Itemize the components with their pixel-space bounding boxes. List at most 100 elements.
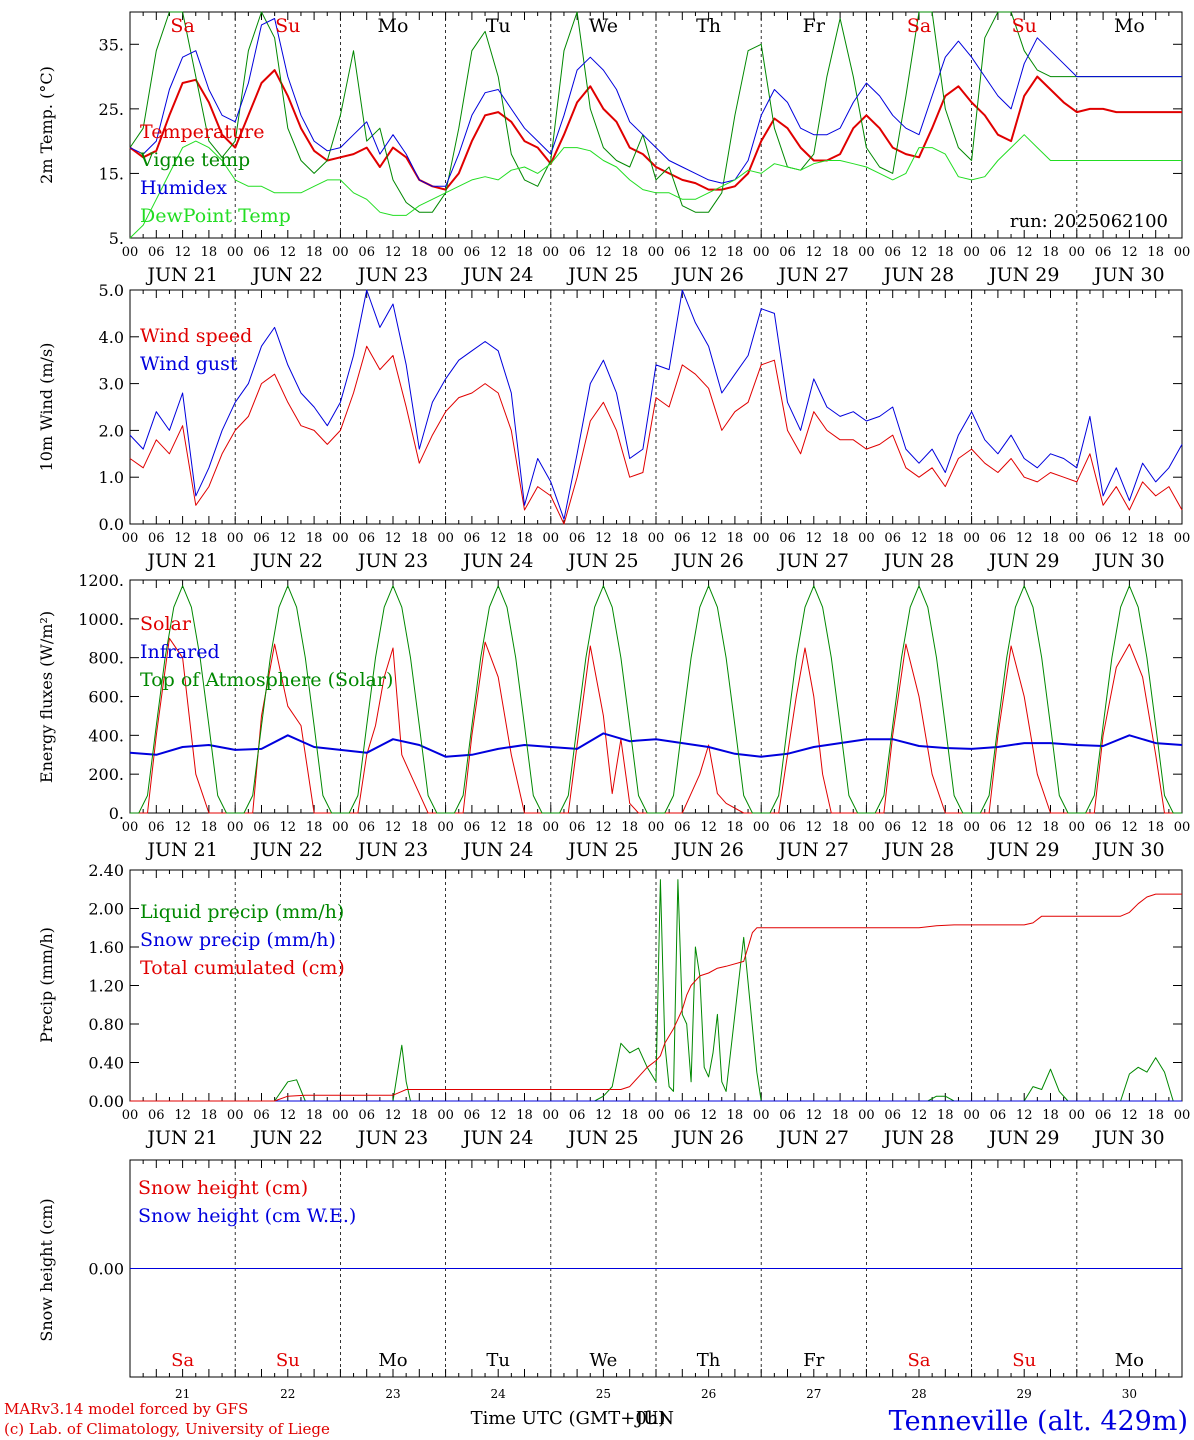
hour-label: 00 <box>437 1108 454 1123</box>
hour-label: 18 <box>1042 531 1059 546</box>
weekday-label-bottom: Mo <box>378 1350 407 1371</box>
location-label: Tenneville (alt. 429m) <box>889 1406 1188 1437</box>
day-number-label: 25 <box>596 1387 611 1401</box>
hour-label: 06 <box>990 531 1007 546</box>
y-axis-label: 10m Wind (m/s) <box>37 343 56 472</box>
hour-label: 18 <box>306 820 323 835</box>
hour-label: 12 <box>1016 531 1033 546</box>
hour-label: 12 <box>490 245 507 260</box>
hour-label: 00 <box>858 531 875 546</box>
series-line-temperature <box>129 69 1182 191</box>
weekday-label-top: Sa <box>170 15 194 37</box>
hour-label: 18 <box>516 1108 533 1123</box>
hour-label: 00 <box>1174 245 1191 260</box>
hour-label: 18 <box>832 245 849 260</box>
series-line-infrared <box>129 732 1183 758</box>
hour-label: 00 <box>332 531 349 546</box>
date-label: JUN 24 <box>461 264 533 286</box>
day-number-label: 21 <box>175 1387 190 1401</box>
date-label: JUN 22 <box>251 550 323 572</box>
hour-label: 06 <box>884 245 901 260</box>
hour-label: 18 <box>411 820 428 835</box>
hour-label: 12 <box>700 1108 717 1123</box>
y-tick-label: 3.0 <box>99 375 124 394</box>
y-tick-label: 0. <box>109 804 124 823</box>
hour-label: 12 <box>1016 1108 1033 1123</box>
y-tick-label: 5.0 <box>99 281 124 300</box>
hour-label: 00 <box>753 1108 770 1123</box>
hour-label: 00 <box>332 1108 349 1123</box>
hour-label: 18 <box>1042 820 1059 835</box>
hour-label: 12 <box>595 820 612 835</box>
date-label: JUN 28 <box>882 264 954 286</box>
hour-label: 12 <box>385 820 402 835</box>
hour-label: 06 <box>253 820 270 835</box>
hour-label: 00 <box>437 245 454 260</box>
hour-label: 12 <box>174 531 191 546</box>
hour-label: 00 <box>1174 820 1191 835</box>
weekday-label-top: Tu <box>486 15 511 37</box>
legend-entry: Snow height (cm) <box>138 1177 308 1199</box>
hour-label: 18 <box>621 820 638 835</box>
date-label: JUN 29 <box>987 839 1059 861</box>
day-number-label: 27 <box>806 1387 821 1401</box>
y-tick-label: 800. <box>88 649 124 668</box>
hour-label: 06 <box>990 245 1007 260</box>
hour-label: 18 <box>937 245 954 260</box>
legend-entry: Vigne temp <box>139 149 250 171</box>
date-label: JUN 30 <box>1092 550 1164 572</box>
date-label: JUN 28 <box>882 550 954 572</box>
hour-label: 18 <box>516 820 533 835</box>
day-number-label: 28 <box>911 1387 926 1401</box>
hour-label: 12 <box>806 1108 823 1123</box>
date-label: JUN 21 <box>145 1127 217 1149</box>
hour-label: 06 <box>569 820 586 835</box>
hour-label: 00 <box>1174 531 1191 546</box>
date-label: JUN 25 <box>566 839 638 861</box>
hour-label: 06 <box>148 245 165 260</box>
hour-label: 18 <box>306 531 323 546</box>
day-number-label: 22 <box>280 1387 295 1401</box>
hour-label: 12 <box>174 1108 191 1123</box>
hour-label: 00 <box>1174 1108 1191 1123</box>
hour-label: 06 <box>990 820 1007 835</box>
weekday-label-bottom: Sa <box>907 1350 930 1371</box>
y-tick-label: 0.40 <box>88 1054 124 1073</box>
hour-label: 06 <box>779 245 796 260</box>
hour-label: 06 <box>674 820 691 835</box>
hour-label: 00 <box>858 820 875 835</box>
date-label: JUN 27 <box>777 839 849 861</box>
hour-label: 12 <box>490 820 507 835</box>
y-tick-label: 600. <box>88 688 124 707</box>
day-number-label: 29 <box>1017 1387 1032 1401</box>
hour-label: 00 <box>963 820 980 835</box>
hour-label: 06 <box>779 820 796 835</box>
hour-label: 18 <box>1147 245 1164 260</box>
hour-label: 12 <box>280 1108 297 1123</box>
date-label: JUN 30 <box>1092 839 1164 861</box>
weekday-label-bottom: We <box>590 1350 618 1371</box>
hour-label: 00 <box>1069 245 1086 260</box>
hour-label: 18 <box>621 1108 638 1123</box>
hour-label: 06 <box>569 1108 586 1123</box>
hour-label: 06 <box>779 531 796 546</box>
hour-label: 18 <box>201 245 218 260</box>
hour-label: 18 <box>832 531 849 546</box>
date-label: JUN 27 <box>777 264 849 286</box>
hour-label: 06 <box>884 1108 901 1123</box>
legend-entry: Humidex <box>140 177 227 199</box>
date-label: JUN 22 <box>251 839 323 861</box>
date-label: JUN 29 <box>987 264 1059 286</box>
hour-label: 12 <box>490 531 507 546</box>
date-label: JUN 28 <box>882 1127 954 1149</box>
model-credit: MARv3.14 model forced by GFS <box>4 1400 249 1418</box>
hour-label: 00 <box>648 245 665 260</box>
hour-label: 00 <box>543 531 560 546</box>
hour-label: 12 <box>1121 820 1138 835</box>
date-label: JUN 21 <box>145 550 217 572</box>
series-line-wind-gust <box>129 289 1183 520</box>
hour-label: 06 <box>148 820 165 835</box>
hour-label: 00 <box>753 531 770 546</box>
hour-label: 12 <box>806 531 823 546</box>
